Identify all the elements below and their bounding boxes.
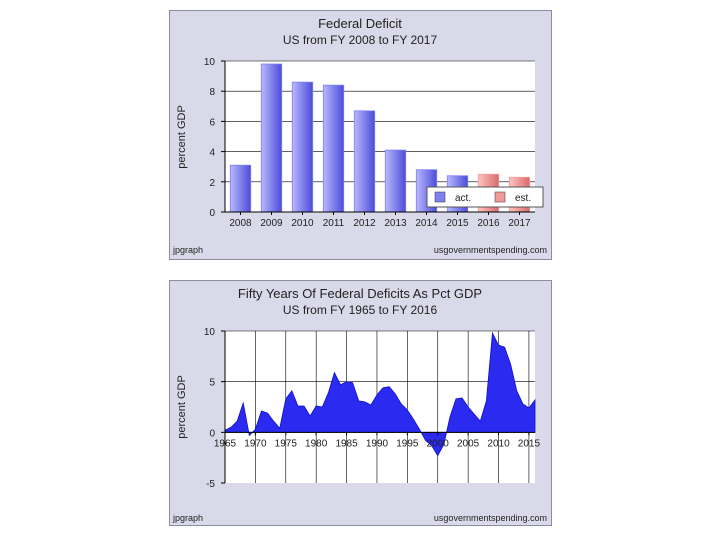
deficit-area-series bbox=[224, 331, 536, 457]
x-tick-label: 2016 bbox=[477, 218, 500, 229]
x-tick-label: 2012 bbox=[353, 218, 376, 229]
bar-actual-2010 bbox=[291, 81, 314, 213]
x-tick-label: 2014 bbox=[415, 218, 438, 229]
y-tick-label: 2 bbox=[209, 178, 215, 189]
x-tick-label: 1990 bbox=[366, 438, 389, 449]
federal-deficit-chart-panel: Federal Deficit US from FY 2008 to FY 20… bbox=[169, 10, 552, 260]
y-axis-label: percent GDP bbox=[176, 375, 188, 439]
legend-box bbox=[426, 186, 544, 208]
y-tick-label: 6 bbox=[209, 117, 215, 128]
y-tick-label: -5 bbox=[206, 479, 215, 490]
legend-label-actual: act. bbox=[455, 193, 471, 204]
y-tick-label: 4 bbox=[209, 148, 215, 159]
footer-right: usgovernmentspending.com bbox=[434, 245, 547, 255]
bar-actual-2011 bbox=[322, 84, 345, 213]
y-tick-label: 0 bbox=[209, 428, 215, 439]
chart-subtitle: US from FY 2008 to FY 2017 bbox=[283, 33, 438, 47]
chart-subtitle: US from FY 1965 to FY 2016 bbox=[283, 303, 438, 317]
x-tick-label: 2013 bbox=[384, 218, 407, 229]
x-tick-label: 1975 bbox=[275, 438, 298, 449]
fifty-years-deficit-chart-panel: Fifty Years Of Federal Deficits As Pct G… bbox=[169, 280, 552, 526]
chart-title: Fifty Years Of Federal Deficits As Pct G… bbox=[238, 286, 482, 301]
y-tick-label: 10 bbox=[204, 57, 216, 68]
x-tick-label: 2000 bbox=[427, 438, 450, 449]
footer-left: jpgraph bbox=[172, 245, 203, 255]
footer-right: usgovernmentspending.com bbox=[434, 513, 547, 523]
y-tick-label: 10 bbox=[204, 327, 216, 338]
y-tick-label: 8 bbox=[209, 87, 215, 98]
y-tick-label: 5 bbox=[209, 378, 215, 389]
fifty-years-deficit-chart: Fifty Years Of Federal Deficits As Pct G… bbox=[172, 286, 547, 523]
footer-left: jpgraph bbox=[172, 513, 203, 523]
x-tick-label: 2010 bbox=[291, 218, 314, 229]
legend-label-estimate: est. bbox=[515, 193, 531, 204]
x-tick-label: 1970 bbox=[244, 438, 267, 449]
federal-deficit-chart: Federal Deficit US from FY 2008 to FY 20… bbox=[172, 16, 547, 255]
bar-actual-2008 bbox=[229, 164, 252, 213]
y-axis-label: percent GDP bbox=[176, 105, 188, 169]
legend-swatch-estimate bbox=[494, 191, 506, 203]
x-tick-label: 1995 bbox=[396, 438, 419, 449]
chart-title: Federal Deficit bbox=[318, 16, 402, 31]
x-tick-label: 1985 bbox=[335, 438, 358, 449]
bar-actual-2012 bbox=[353, 110, 376, 213]
x-tick-label: 1980 bbox=[305, 438, 328, 449]
legend-swatch-actual bbox=[434, 191, 446, 203]
x-tick-label: 2010 bbox=[487, 438, 510, 449]
bar-actual-2013 bbox=[384, 149, 407, 213]
x-tick-label: 2005 bbox=[457, 438, 480, 449]
x-tick-label: 2011 bbox=[323, 218, 345, 229]
x-tick-label: 2015 bbox=[518, 438, 541, 449]
x-tick-label: 2017 bbox=[508, 218, 531, 229]
x-tick-label: 2015 bbox=[446, 218, 469, 229]
bar-actual-2009 bbox=[260, 63, 283, 213]
x-tick-label: 2009 bbox=[260, 218, 283, 229]
legend: act. est. bbox=[426, 186, 544, 208]
y-tick-label: 0 bbox=[209, 208, 215, 219]
x-tick-label: 2008 bbox=[229, 218, 252, 229]
